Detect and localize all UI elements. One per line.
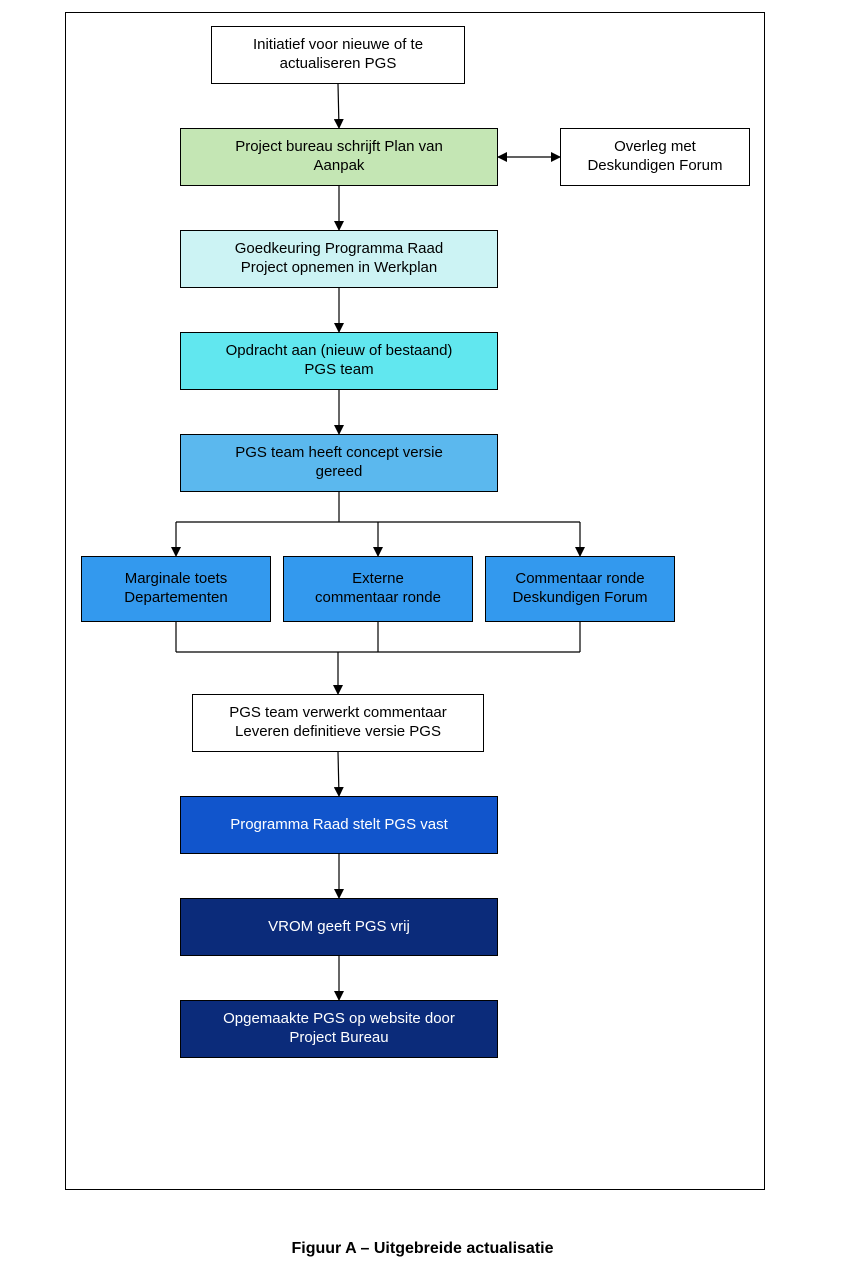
figure-caption: Figuur A – Uitgebreide actualisatie <box>0 1240 845 1258</box>
flow-node-n3: Goedkeuring Programma RaadProject opneme… <box>180 230 498 288</box>
flow-node-n9: VROM geeft PGS vrij <box>180 898 498 956</box>
figure-caption-text: Figuur A – Uitgebreide actualisatie <box>292 1240 554 1257</box>
flow-node-n1: Initiatief voor nieuwe of teactualiseren… <box>211 26 465 84</box>
flow-node-n6b: Externecommentaar ronde <box>283 556 473 622</box>
flow-node-n5: PGS team heeft concept versiegereed <box>180 434 498 492</box>
flow-node-n4: Opdracht aan (nieuw of bestaand)PGS team <box>180 332 498 390</box>
flow-node-n10: Opgemaakte PGS op website doorProject Bu… <box>180 1000 498 1058</box>
flow-node-n2b: Overleg metDeskundigen Forum <box>560 128 750 186</box>
flow-node-n8: Programma Raad stelt PGS vast <box>180 796 498 854</box>
flow-node-n6a: Marginale toetsDepartementen <box>81 556 271 622</box>
page: Initiatief voor nieuwe of teactualiseren… <box>0 0 845 1277</box>
flow-node-n6c: Commentaar rondeDeskundigen Forum <box>485 556 675 622</box>
flow-node-n2: Project bureau schrijft Plan vanAanpak <box>180 128 498 186</box>
flow-node-n7: PGS team verwerkt commentaarLeveren defi… <box>192 694 484 752</box>
